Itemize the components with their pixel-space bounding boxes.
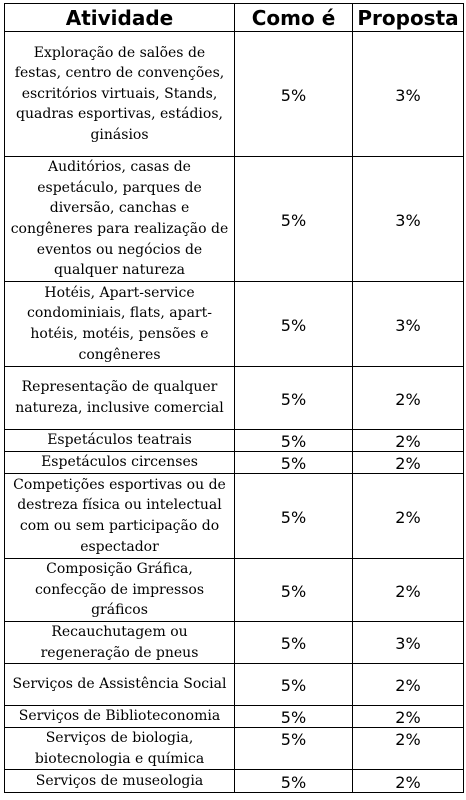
table-row: Representação de qualquer natureza, incl… — [4, 366, 464, 430]
table-row: Serviços de Biblioteconomia 5% 2% — [4, 705, 464, 729]
proposta-cell: 2% — [352, 366, 464, 430]
table-row: Competições esportivas ou de destreza fí… — [4, 473, 464, 559]
como-e-cell: 5% — [234, 281, 353, 367]
atividade-cell: Serviços de museologia — [4, 769, 235, 794]
proposta-cell: 2% — [352, 451, 464, 474]
proposta-cell: 2% — [352, 473, 464, 559]
proposta-cell: 2% — [352, 727, 464, 771]
como-e-cell: 5% — [234, 558, 353, 622]
proposta-cell: 2% — [352, 705, 464, 729]
atividade-cell: Recauchutagem ou regeneração de pneus — [4, 620, 235, 665]
atividade-cell: Serviços de Biblioteconomia — [4, 705, 235, 729]
atividade-cell: Exploração de salões de festas, centro d… — [4, 31, 235, 157]
atividade-cell: Auditórios, casas de espetáculo, parques… — [4, 156, 235, 282]
table-row: Recauchutagem ou regeneração de pneus 5%… — [4, 620, 464, 665]
tax-rate-table: Atividade Como é Proposta Exploração de … — [4, 3, 464, 794]
table-row: Serviços de biologia, biotecnologia e qu… — [4, 727, 464, 771]
como-e-cell: 5% — [234, 769, 353, 794]
table-row: Espetáculos circenses 5% 2% — [4, 451, 464, 474]
como-e-cell: 5% — [234, 31, 353, 157]
header-atividade: Atividade — [4, 3, 235, 32]
como-e-cell: 5% — [234, 156, 353, 282]
table-row: Hotéis, Apart-service condominiais, flat… — [4, 281, 464, 367]
como-e-cell: 5% — [234, 473, 353, 559]
header-como-e: Como é — [234, 3, 353, 32]
como-e-cell: 5% — [234, 429, 353, 452]
table-row: Serviços de Assistência Social 5% 2% — [4, 663, 464, 707]
proposta-cell: 3% — [352, 31, 464, 157]
proposta-cell: 2% — [352, 769, 464, 794]
proposta-cell: 2% — [352, 663, 464, 707]
atividade-cell: Serviços de Assistência Social — [4, 663, 235, 707]
atividade-cell: Espetáculos circenses — [4, 451, 235, 474]
como-e-cell: 5% — [234, 663, 353, 707]
table-row: Exploração de salões de festas, centro d… — [4, 31, 464, 157]
atividade-cell: Espetáculos teatrais — [4, 429, 235, 452]
proposta-cell: 3% — [352, 281, 464, 367]
como-e-cell: 5% — [234, 366, 353, 430]
table-row: Espetáculos teatrais 5% 2% — [4, 429, 464, 452]
atividade-cell: Competições esportivas ou de destreza fí… — [4, 473, 235, 559]
header-row: Atividade Como é Proposta — [4, 3, 464, 32]
proposta-cell: 2% — [352, 558, 464, 622]
atividade-cell: Hotéis, Apart-service condominiais, flat… — [4, 281, 235, 367]
como-e-cell: 5% — [234, 705, 353, 729]
table-row: Composição Gráfica, confecção de impress… — [4, 558, 464, 622]
header-proposta: Proposta — [352, 3, 464, 32]
atividade-cell: Composição Gráfica, confecção de impress… — [4, 558, 235, 622]
como-e-cell: 5% — [234, 451, 353, 474]
proposta-cell: 3% — [352, 156, 464, 282]
proposta-cell: 2% — [352, 429, 464, 452]
atividade-cell: Representação de qualquer natureza, incl… — [4, 366, 235, 430]
como-e-cell: 5% — [234, 727, 353, 771]
atividade-cell: Serviços de biologia, biotecnologia e qu… — [4, 727, 235, 771]
proposta-cell: 3% — [352, 620, 464, 665]
como-e-cell: 5% — [234, 620, 353, 665]
table-row: Serviços de museologia 5% 2% — [4, 769, 464, 794]
table-row: Auditórios, casas de espetáculo, parques… — [4, 156, 464, 282]
